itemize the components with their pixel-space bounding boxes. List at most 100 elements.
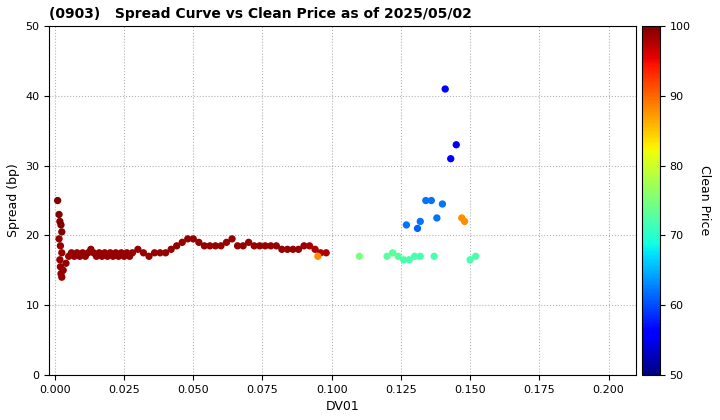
Point [80, 253, 91, 260]
Point [354, 253, 365, 260]
Point [387, 249, 398, 256]
Point [91, 253, 102, 260]
Point [456, 215, 467, 221]
Point [54, 257, 66, 263]
Point [392, 253, 404, 260]
Point [99, 249, 110, 256]
Point [102, 253, 113, 260]
Point [107, 253, 119, 260]
Point [96, 253, 108, 260]
Point [412, 225, 423, 232]
Point [56, 228, 68, 235]
Point [428, 253, 440, 260]
Point [259, 242, 271, 249]
Point [94, 249, 105, 256]
Point [154, 249, 166, 256]
Point [138, 249, 149, 256]
Point [398, 257, 410, 263]
Point [431, 215, 443, 221]
Point [55, 270, 67, 277]
Point [298, 242, 310, 249]
Point [400, 222, 412, 228]
Point [143, 253, 155, 260]
Point [287, 246, 299, 253]
Point [221, 239, 233, 246]
Point [312, 253, 323, 260]
Y-axis label: Spread (bp): Spread (bp) [7, 164, 20, 237]
Point [55, 242, 66, 249]
Point [52, 197, 63, 204]
Point [415, 253, 426, 260]
Point [232, 242, 243, 249]
Point [115, 249, 127, 256]
Point [77, 249, 89, 256]
Point [243, 239, 254, 246]
Point [451, 142, 462, 148]
Point [382, 253, 393, 260]
Point [215, 242, 227, 249]
Point [310, 246, 321, 253]
Point [187, 236, 199, 242]
Point [113, 253, 125, 260]
Point [315, 249, 326, 256]
Point [121, 249, 132, 256]
Point [464, 257, 476, 263]
Point [176, 239, 188, 246]
Point [60, 260, 72, 267]
Point [71, 249, 83, 256]
Point [132, 246, 144, 253]
Point [63, 253, 74, 260]
Point [409, 253, 420, 260]
Point [271, 242, 282, 249]
Point [127, 249, 138, 256]
Point [68, 253, 80, 260]
Point [445, 155, 456, 162]
Point [204, 242, 216, 249]
Point [58, 267, 69, 273]
Point [320, 249, 332, 256]
Point [56, 274, 68, 281]
Point [403, 257, 415, 263]
Point [66, 249, 77, 256]
Point [118, 253, 130, 260]
Point [265, 242, 276, 249]
Point [426, 197, 437, 204]
Point [226, 236, 238, 242]
Point [210, 242, 221, 249]
Point [276, 246, 287, 253]
Point [166, 246, 177, 253]
Point [85, 246, 96, 253]
Point [124, 253, 135, 260]
Point [55, 222, 67, 228]
Point [110, 249, 122, 256]
Point [53, 211, 65, 218]
Point [149, 249, 161, 256]
Point [420, 197, 431, 204]
Y-axis label: Clean Price: Clean Price [698, 165, 711, 236]
Point [415, 218, 426, 225]
Point [304, 242, 315, 249]
Point [193, 239, 204, 246]
Point [53, 236, 65, 242]
Point [282, 246, 293, 253]
Point [54, 218, 66, 225]
Point [182, 236, 194, 242]
Point [470, 253, 482, 260]
Point [293, 246, 305, 253]
Point [56, 249, 68, 256]
Point [88, 249, 99, 256]
Point [459, 218, 470, 225]
Point [248, 242, 260, 249]
Point [160, 249, 171, 256]
Point [439, 86, 451, 92]
Point [104, 249, 116, 256]
X-axis label: DV01: DV01 [326, 400, 360, 413]
Point [74, 253, 86, 260]
Point [199, 242, 210, 249]
Point [238, 242, 249, 249]
Text: (0903)   Spread Curve vs Clean Price as of 2025/05/02: (0903) Spread Curve vs Clean Price as of… [50, 7, 472, 21]
Point [171, 242, 182, 249]
Point [55, 263, 66, 270]
Point [254, 242, 266, 249]
Point [436, 201, 448, 207]
